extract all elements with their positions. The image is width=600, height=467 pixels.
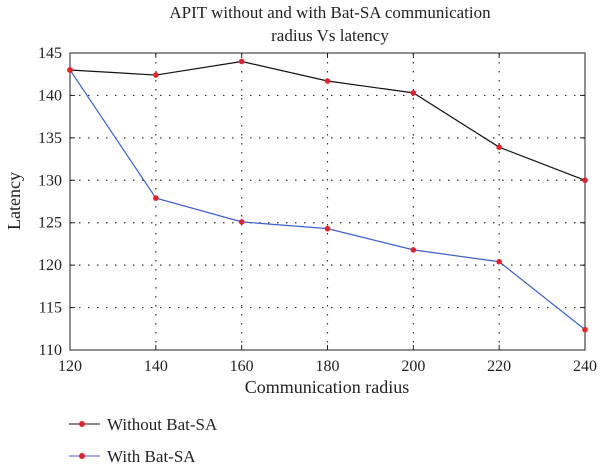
x-tick-label: 200 xyxy=(401,358,425,375)
chart-title-line-1: APIT without and with Bat-SA communicati… xyxy=(169,3,491,22)
x-tick-label: 180 xyxy=(316,358,340,375)
data-point-with-bat-sa xyxy=(153,195,159,201)
series-line-with-bat-sa xyxy=(69,69,586,331)
x-tick-label: 220 xyxy=(487,358,511,375)
y-tick-label: 145 xyxy=(38,45,62,62)
series-group xyxy=(67,58,588,333)
data-point-with-bat-sa xyxy=(238,219,245,225)
x-tick-label: 140 xyxy=(144,358,168,375)
legend: Without Bat-SA With Bat-SA xyxy=(69,415,218,466)
y-axis-ticks: 110 115 120 125 130 135 140 145 xyxy=(38,45,585,359)
x-tick-label: 120 xyxy=(58,358,82,375)
legend-label-without-bat-sa: Without Bat-SA xyxy=(107,415,218,434)
x-tick-label: 160 xyxy=(230,358,254,375)
y-axis-label: Latency xyxy=(4,172,24,230)
grid xyxy=(70,53,585,350)
data-point-with-bat-sa xyxy=(67,67,73,73)
x-tick-label: 240 xyxy=(573,358,597,375)
legend-marker-without-bat-sa xyxy=(79,421,85,427)
x-axis-ticks: 120 140 160 180 200 220 240 xyxy=(58,53,597,375)
data-point-without-bat-sa xyxy=(153,72,159,78)
data-point-without-bat-sa xyxy=(238,58,245,65)
y-tick-label: 120 xyxy=(38,257,62,274)
data-point-with-bat-sa xyxy=(324,225,331,232)
legend-label-with-bat-sa: With Bat-SA xyxy=(107,447,196,466)
y-tick-label: 130 xyxy=(38,172,62,189)
data-point-with-bat-sa xyxy=(496,258,502,265)
data-point-without-bat-sa xyxy=(496,144,502,150)
legend-item-with-bat-sa: With Bat-SA xyxy=(69,447,196,466)
data-point-with-bat-sa xyxy=(582,326,588,333)
data-point-without-bat-sa xyxy=(582,177,588,184)
legend-item-without-bat-sa: Without Bat-SA xyxy=(69,415,218,434)
y-tick-label: 115 xyxy=(39,300,62,317)
data-point-without-bat-sa xyxy=(324,78,331,84)
y-tick-label: 140 xyxy=(38,87,62,104)
y-tick-label: 135 xyxy=(38,130,62,147)
legend-marker-with-bat-sa xyxy=(79,453,85,459)
y-tick-label: 125 xyxy=(38,215,62,232)
chart-title-line-2: radius Vs latency xyxy=(271,26,389,45)
x-axis-label: Communication radius xyxy=(245,377,409,397)
data-point-with-bat-sa xyxy=(410,247,417,253)
y-tick-label: 110 xyxy=(39,342,62,359)
data-point-without-bat-sa xyxy=(410,90,417,96)
